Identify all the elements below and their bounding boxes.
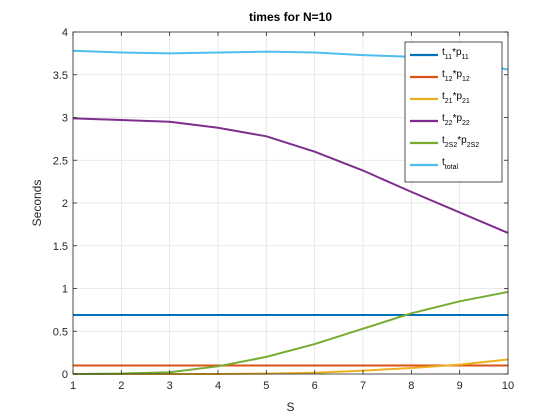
x-tick-label: 8: [408, 380, 414, 392]
x-tick-label: 4: [215, 380, 221, 392]
legend-text: t: [442, 135, 445, 146]
legend-subscript: 11: [445, 54, 452, 61]
legend-entry-label: ttotal: [442, 157, 458, 171]
legend-subscript: 21: [445, 98, 453, 105]
y-tick-label: 1.5: [53, 241, 68, 253]
chart-title: times for N=10: [249, 10, 332, 24]
legend-subscript: 11: [462, 54, 469, 61]
legend-entry-label: t21*p21: [442, 91, 470, 105]
x-axis-label: S: [286, 400, 294, 414]
legend-text: *p: [453, 69, 463, 80]
x-tick-label: 2: [118, 380, 124, 392]
legend-text: t: [442, 157, 445, 168]
legend-subscript: 2S2: [467, 142, 480, 149]
legend-text: *p: [457, 135, 467, 146]
y-tick-label: 0: [62, 369, 68, 381]
legend-entry-label: t2S2*p2S2: [442, 135, 479, 149]
y-tick-label: 3.5: [53, 70, 68, 82]
legend-subscript: 22: [462, 120, 470, 127]
y-tick-label: 3: [62, 113, 68, 125]
series-line-t22*p22: [72, 117, 509, 234]
legend-text: t: [442, 69, 445, 80]
legend-text: *p: [453, 113, 463, 124]
legend-entry-label: t22*p22: [442, 113, 470, 127]
legend-subscript: 22: [445, 120, 453, 127]
y-tick-label: 4: [62, 27, 68, 39]
legend-subscript: total: [445, 164, 459, 171]
legend: t11*p11t12*p12t21*p21t22*p22t2S2*p2S2tto…: [404, 41, 503, 183]
legend-subscript: 21: [462, 98, 470, 105]
legend-box: [404, 41, 503, 183]
y-tick-label: 2.5: [53, 155, 68, 167]
x-tick-label: 7: [360, 380, 366, 392]
y-tick-label: 2: [62, 198, 68, 210]
legend-entry-label: t11*p11: [442, 47, 469, 61]
legend-text: t: [442, 47, 445, 58]
x-tick-label: 9: [457, 380, 463, 392]
y-axis-label: Seconds: [30, 180, 44, 227]
legend-text: *p: [452, 47, 462, 58]
legend-text: *p: [453, 91, 463, 102]
x-tick-label: 6: [312, 380, 318, 392]
y-tick-label: 1: [62, 284, 68, 296]
y-axis-ticks: 0 0.5 1 1.5 2 2.5 3 3.5 4: [53, 27, 508, 381]
series-line-t2S2*p2S2: [72, 290, 509, 375]
legend-subscript: 12: [462, 76, 470, 83]
x-axis-ticks: 1 2 3 4 5 6 7 8 9 10: [70, 32, 514, 392]
legend-subscript: 12: [445, 76, 453, 83]
x-tick-label: 10: [502, 380, 514, 392]
y-tick-label: 0.5: [53, 326, 68, 338]
legend-subscript: 2S2: [445, 142, 458, 149]
x-tick-label: 1: [70, 380, 76, 392]
legend-entry-label: t12*p12: [442, 69, 470, 83]
x-tick-label: 3: [167, 380, 173, 392]
legend-text: t: [442, 91, 445, 102]
x-tick-label: 5: [263, 380, 269, 392]
legend-text: t: [442, 113, 445, 124]
